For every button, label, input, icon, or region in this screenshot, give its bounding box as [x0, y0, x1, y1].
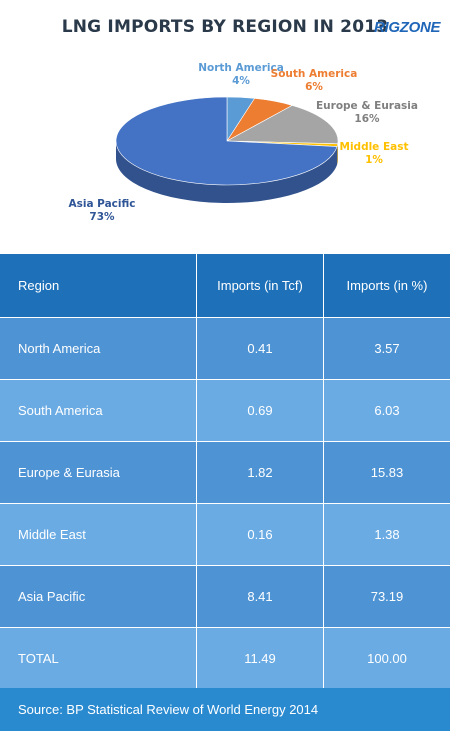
chart-title: LNG IMPORTS BY REGION IN 2013	[61, 17, 389, 37]
cell-pct: 100.00	[367, 651, 407, 666]
cell-tcf: 1.82	[197, 442, 324, 503]
pie-value-south-america: 6%	[305, 81, 323, 93]
source-text: Source: BP Statistical Review of World E…	[18, 702, 319, 717]
cell-tcf: 0.41	[197, 318, 324, 379]
table-row: Middle East 0.16 1.38	[0, 504, 450, 566]
pie-value-north-america: 4%	[232, 75, 250, 87]
cell-pct: 73.19	[370, 589, 404, 604]
pie-side-asia-pacific	[116, 141, 338, 204]
pie-value-asia-pacific: 73%	[89, 211, 115, 223]
header-imports-pct: Imports (in %)	[346, 278, 428, 293]
pie-label-south-america: South America	[271, 68, 358, 80]
cell-region: South America	[0, 380, 197, 441]
pie-label-europe-eurasia: Europe & Eurasia	[316, 100, 418, 112]
cell-pct: 1.38	[374, 527, 400, 542]
table-row: Asia Pacific 8.41 73.19	[0, 566, 450, 628]
chart-area: LNG IMPORTS BY REGION IN 2013 RIGZONE No…	[0, 0, 450, 254]
rigzone-logo: RIGZONE	[374, 19, 441, 36]
table-row-total: TOTAL 11.49 100.00	[0, 628, 450, 690]
imports-table: Region Imports (in Tcf) Imports (in %) N…	[0, 254, 450, 690]
source-bar: Source: BP Statistical Review of World E…	[0, 688, 450, 731]
cell-region: Asia Pacific	[0, 566, 197, 627]
header-imports-tcf: Imports (in Tcf)	[197, 254, 324, 317]
pie-value-middle-east: 1%	[365, 154, 383, 166]
cell-tcf: 8.41	[197, 566, 324, 627]
pie-label-middle-east: Middle East	[340, 141, 409, 153]
pie-value-europe-eurasia: 16%	[354, 113, 380, 125]
cell-pct: 3.57	[374, 341, 400, 356]
cell-pct: 6.03	[374, 403, 400, 418]
pie-label-asia-pacific: Asia Pacific	[68, 198, 135, 210]
pie-sides	[116, 141, 338, 204]
cell-pct: 15.83	[370, 465, 404, 480]
table-header-row: Region Imports (in Tcf) Imports (in %)	[0, 254, 450, 318]
header-region: Region	[0, 254, 197, 317]
table-row: Europe & Eurasia 1.82 15.83	[0, 442, 450, 504]
cell-region: Europe & Eurasia	[0, 442, 197, 503]
cell-tcf: 0.16	[197, 504, 324, 565]
table-row: North America 0.41 3.57	[0, 318, 450, 380]
cell-tcf: 0.69	[197, 380, 324, 441]
pie-slice-europe-eurasia	[225, 105, 339, 145]
cell-region: North America	[0, 318, 197, 379]
cell-region: Middle East	[0, 504, 197, 565]
table-row: South America 0.69 6.03	[0, 380, 450, 442]
pie-side-middle-east	[337, 143, 338, 165]
cell-region: TOTAL	[0, 628, 197, 689]
cell-tcf: 11.49	[197, 628, 324, 689]
pie-slice-asia-pacific	[115, 96, 338, 186]
pie-label-north-america: North America	[198, 62, 284, 74]
